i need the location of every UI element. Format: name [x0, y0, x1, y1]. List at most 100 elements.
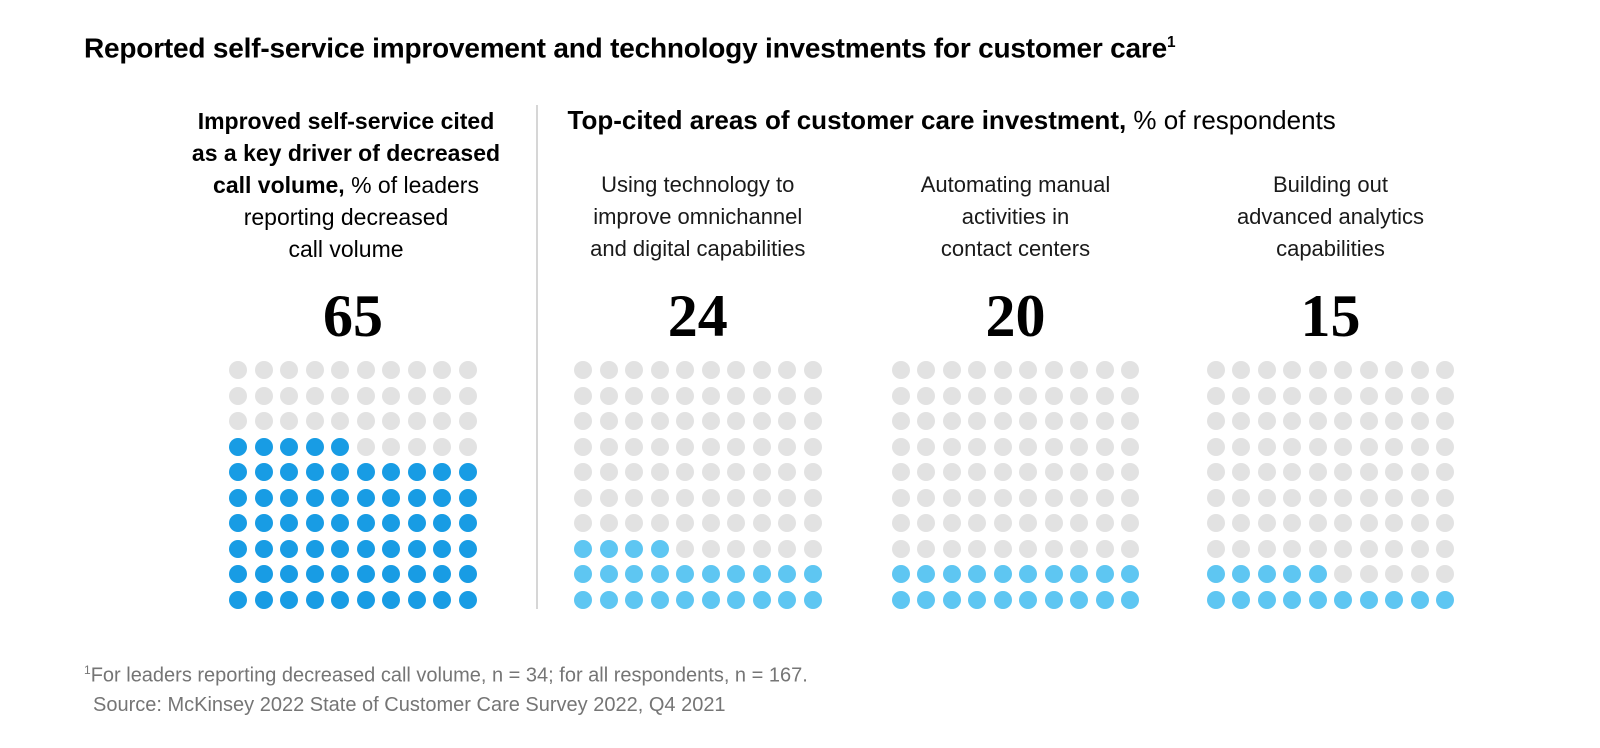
empty-dot [1410, 514, 1429, 533]
empty-dot [1359, 488, 1378, 507]
empty-dot [280, 386, 299, 405]
empty-dot [1410, 386, 1429, 405]
filled-dot [599, 590, 618, 609]
empty-dot [1359, 437, 1378, 456]
filled-dot [229, 514, 248, 533]
empty-dot [458, 437, 477, 456]
empty-dot [917, 412, 936, 431]
filled-dot [433, 488, 452, 507]
empty-dot [1044, 488, 1063, 507]
empty-dot [1410, 412, 1429, 431]
empty-dot [752, 514, 771, 533]
empty-dot [1206, 386, 1225, 405]
empty-dot [993, 412, 1012, 431]
empty-dot [1334, 437, 1353, 456]
empty-dot [1359, 361, 1378, 380]
page-title-text: Reported self-service improvement and te… [84, 32, 1167, 64]
empty-dot [305, 412, 324, 431]
column-label-analytics: Building out advanced analytics capabili… [1173, 169, 1488, 265]
empty-dot [968, 361, 987, 380]
empty-dot [1308, 361, 1327, 380]
filled-dot [1359, 590, 1378, 609]
filled-dot [356, 488, 375, 507]
filled-dot [254, 565, 273, 584]
filled-dot [1095, 590, 1114, 609]
filled-dot [407, 539, 426, 558]
empty-dot [917, 386, 936, 405]
empty-dot [599, 437, 618, 456]
empty-dot [917, 437, 936, 456]
empty-dot [1334, 514, 1353, 533]
empty-dot [1095, 361, 1114, 380]
empty-dot [968, 514, 987, 533]
empty-dot [1019, 539, 1038, 558]
empty-dot [803, 539, 822, 558]
empty-dot [433, 412, 452, 431]
filled-dot [254, 463, 273, 482]
empty-dot [1232, 539, 1251, 558]
empty-dot [407, 386, 426, 405]
filled-dot [331, 437, 350, 456]
empty-dot [1436, 361, 1455, 380]
empty-dot [676, 361, 694, 380]
empty-dot [1283, 412, 1302, 431]
empty-dot [625, 463, 643, 482]
empty-dot [752, 361, 771, 380]
empty-dot [650, 412, 669, 431]
empty-dot [803, 361, 822, 380]
empty-dot [1308, 514, 1327, 533]
filled-dot [280, 590, 299, 609]
empty-dot [676, 437, 694, 456]
filled-dot [229, 437, 248, 456]
empty-dot [382, 437, 401, 456]
column-label-line: Automating manual [920, 172, 1111, 198]
empty-dot [891, 437, 910, 456]
filled-dot [458, 514, 477, 533]
empty-dot [778, 463, 796, 482]
value-technology: 24 [667, 283, 728, 350]
filled-dot [382, 590, 401, 609]
empty-dot [458, 361, 477, 380]
empty-dot [1070, 539, 1089, 558]
empty-dot [942, 412, 961, 431]
empty-dot [599, 412, 618, 431]
empty-dot [993, 514, 1012, 533]
footnote-text-1: For leaders reporting decreased call vol… [90, 664, 808, 687]
empty-dot [305, 361, 324, 380]
left-panel-heading: Improved self-service cited as a key dri… [170, 105, 536, 285]
empty-dot [1019, 412, 1038, 431]
filled-dot [1044, 590, 1063, 609]
empty-dot [1257, 412, 1276, 431]
empty-dot [331, 386, 350, 405]
empty-dot [280, 412, 299, 431]
empty-dot [891, 539, 910, 558]
empty-dot [778, 361, 796, 380]
empty-dot [803, 386, 822, 405]
filled-dot [305, 590, 324, 609]
empty-dot [701, 463, 720, 482]
empty-dot [1070, 463, 1089, 482]
empty-dot [917, 488, 936, 507]
empty-dot [1095, 386, 1114, 405]
filled-dot [701, 590, 720, 609]
filled-dot [727, 590, 745, 609]
left-heading-bold: call volume, [213, 172, 345, 199]
footnote-line-2: Source: McKinsey 2022 State of Customer … [84, 690, 1600, 720]
filled-dot [993, 590, 1012, 609]
filled-dot [917, 565, 936, 584]
empty-dot [727, 412, 745, 431]
empty-dot [993, 463, 1012, 482]
value-self-service: 65 [323, 283, 383, 350]
empty-dot [1410, 539, 1429, 558]
empty-dot [382, 386, 401, 405]
empty-dot [1019, 437, 1038, 456]
empty-dot [1070, 361, 1089, 380]
value-automation: 20 [985, 283, 1046, 350]
empty-dot [1232, 386, 1251, 405]
empty-dot [727, 463, 745, 482]
footnote-line-1: 1For leaders reporting decreased call vo… [84, 655, 1600, 691]
left-heading-regular: reporting decreased [243, 204, 449, 231]
filled-dot [650, 539, 669, 558]
waffle-grid-automation [858, 361, 1173, 609]
filled-dot [625, 539, 643, 558]
